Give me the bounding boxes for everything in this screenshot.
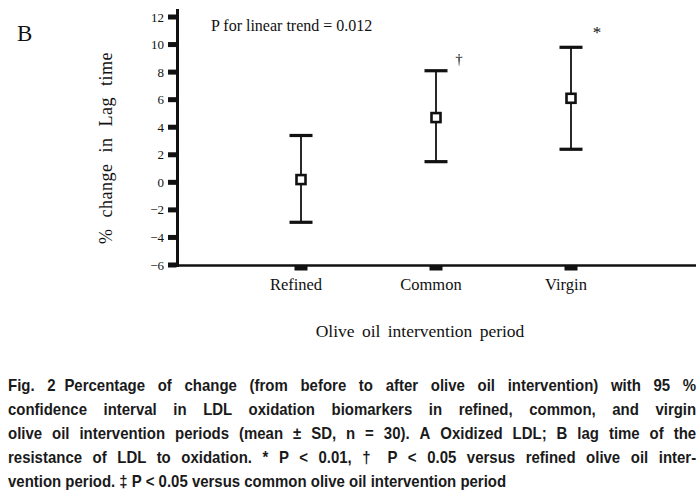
caption-text: confidence interval in LDL oxidation bio… (8, 400, 696, 419)
y-tick (168, 15, 177, 20)
y-tick-label: 4 (158, 120, 165, 135)
y-tick-label: 10 (151, 37, 164, 52)
caption-line: Fig. 2 Percentage of change (from before … (8, 374, 696, 398)
significance-symbol: * (593, 23, 602, 42)
x-category-label: Common (400, 275, 461, 294)
significance-symbol: † (455, 51, 463, 67)
caption-line: confidence interval in LDL oxidation bio… (8, 398, 696, 422)
x-tick (295, 266, 308, 271)
caption-line: resistance of LDL to oxidation. * P < 0.… (8, 446, 696, 470)
x-tick (565, 266, 578, 271)
y-tick (168, 70, 177, 75)
y-tick (168, 97, 177, 102)
caption-text: resistance of LDL to oxidation. * P < 0.… (8, 448, 696, 467)
caption-bold-text: B (557, 424, 568, 443)
x-category-label: Virgin (545, 275, 587, 294)
y-tick-label: 8 (158, 65, 165, 80)
y-tick-label: 2 (158, 147, 165, 162)
trend-annotation: P for linear trend = 0.012 (211, 17, 372, 34)
caption-text: Percentage of change (from before to aft… (64, 376, 696, 395)
y-axis-label: % change in Lag time (96, 52, 116, 244)
x-category-label: Refined (270, 275, 323, 294)
caption-text: olive oil intervention periods (mean ± S… (8, 424, 420, 443)
caption-text: lag time of the (567, 424, 696, 443)
y-tick-label: −4 (150, 230, 164, 245)
figure-caption: Fig. 2 Percentage of change (from before … (8, 374, 696, 494)
y-tick-label: 6 (158, 92, 165, 107)
x-axis-label: Olive oil intervention period (316, 321, 525, 341)
caption-line: olive oil intervention periods (mean ± S… (8, 422, 696, 446)
y-tick (168, 152, 177, 157)
caption-bold-text: Fig. 2 (8, 376, 56, 395)
caption-line: vention period. ‡ P < 0.05 versus common… (8, 470, 696, 494)
caption-bold-text: A (420, 424, 431, 443)
y-tick-label: 12 (151, 10, 164, 25)
y-tick (168, 263, 177, 268)
figure-panel-b: B 12 10 8 6 4 2 0 −2 −4 −6 Refined Common Virgin † * P … (0, 0, 700, 500)
x-tick (430, 266, 443, 271)
y-tick-label: −2 (150, 202, 164, 217)
caption-text: Oxidized LDL; (430, 424, 556, 443)
caption-text: vention period. ‡ P < 0.05 versus common… (8, 472, 506, 491)
y-tick-label: 0 (158, 175, 165, 190)
y-tick-label: −6 (150, 258, 164, 273)
mean-marker (297, 175, 306, 184)
mean-marker (567, 94, 576, 103)
y-tick (168, 42, 177, 47)
y-tick (168, 207, 177, 212)
y-tick (168, 125, 177, 130)
y-tick (168, 180, 177, 185)
mean-marker (432, 113, 441, 122)
y-tick (168, 235, 177, 240)
lag-time-errorbar-chart: 12 10 8 6 4 2 0 −2 −4 −6 Refined Common Virgin † * P fo… (0, 0, 700, 360)
